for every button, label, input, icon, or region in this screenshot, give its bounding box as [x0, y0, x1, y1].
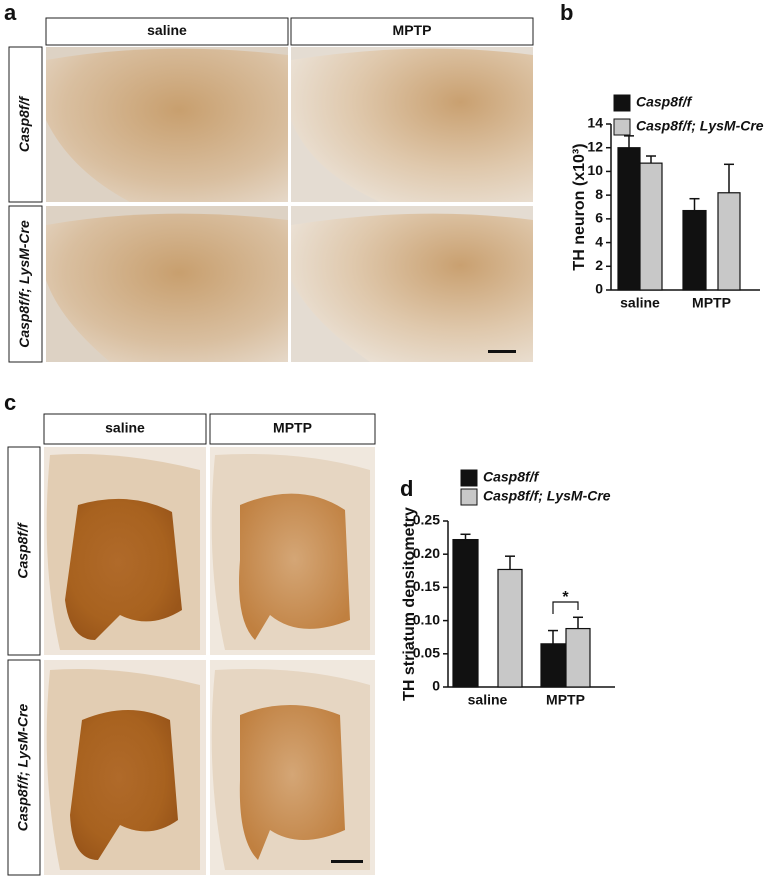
panel-label: d [400, 476, 413, 501]
y-tick-label: 12 [587, 138, 603, 154]
column-header: MPTP [273, 420, 312, 436]
column-header: saline [105, 420, 145, 436]
bar [617, 147, 641, 291]
y-tick-label: 4 [595, 233, 603, 249]
column-header-box [209, 413, 376, 445]
bar [452, 538, 479, 688]
row-header: Casp8f/f [16, 96, 32, 153]
legend-label: Casp8f/f; LysM-Cre [636, 118, 764, 134]
y-tick-label: 2 [595, 257, 603, 273]
panel-c-images [44, 447, 375, 875]
panel-label: a [4, 0, 17, 25]
panel-label: c [4, 390, 16, 415]
row-header: Casp8f/f; LysM-Cre [15, 704, 31, 832]
y-tick-label: 0 [432, 678, 440, 694]
row-header-box [7, 659, 41, 876]
row-header: Casp8f/f [15, 522, 31, 579]
y-tick-label: 0 [595, 281, 603, 297]
x-tick-label: saline [468, 692, 508, 708]
bar [717, 192, 741, 291]
y-tick-label: 14 [587, 115, 603, 131]
significance-bracket [552, 601, 579, 614]
y-tick-label: 8 [595, 186, 603, 202]
row-header-box [7, 446, 41, 656]
column-header-box [43, 413, 207, 445]
y-tick-label: 0.20 [413, 545, 440, 561]
x-tick-label: MPTP [546, 692, 585, 708]
legend-swatch [613, 118, 631, 136]
y-axis-label: TH striatum densitometry [401, 507, 418, 701]
legend-label: Casp8f/f; LysM-Cre [483, 488, 611, 504]
column-header-box [290, 17, 534, 46]
bar [682, 209, 707, 291]
column-header: saline [147, 22, 187, 38]
y-tick-label: 6 [595, 210, 603, 226]
legend-swatch [613, 94, 631, 112]
row-header: Casp8f/f; LysM-Cre [16, 220, 32, 348]
y-axis-label: TH neuron (x10³) [571, 143, 588, 270]
bar [540, 643, 566, 688]
column-header: MPTP [393, 22, 432, 38]
panel-label: b [560, 0, 573, 25]
y-tick-label: 0.10 [413, 611, 440, 627]
row-header-box [8, 46, 43, 203]
legend-label: Casp8f/f [483, 469, 540, 485]
legend-swatch [460, 488, 478, 506]
legend-swatch [460, 469, 478, 487]
y-tick-label: 10 [587, 162, 603, 178]
bar [639, 162, 663, 291]
y-tick-label: 0.15 [413, 578, 440, 594]
y-tick-label: 0.25 [413, 512, 440, 528]
row-header-box [8, 205, 43, 363]
column-header-box [45, 17, 289, 46]
y-tick-label: 0.05 [413, 645, 440, 661]
legend-label: Casp8f/f [636, 94, 693, 110]
x-tick-label: MPTP [692, 295, 731, 311]
bar [565, 627, 591, 688]
annotation: * [562, 589, 569, 606]
panel-a-images [46, 47, 533, 362]
x-tick-label: saline [620, 295, 660, 311]
bar [497, 568, 523, 688]
